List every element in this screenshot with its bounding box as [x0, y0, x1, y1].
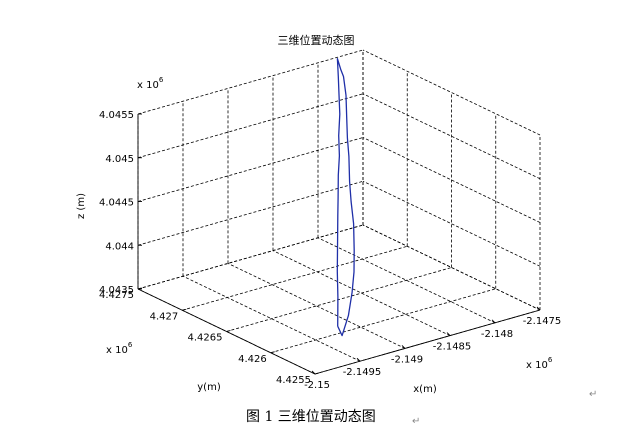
side-wall-gridline-z [362, 180, 541, 267]
trajectory-line [336, 57, 355, 337]
axes-box [137, 113, 541, 375]
z-tick-label: 4.0435 [99, 285, 134, 296]
x-tick-label: -2.1475 [523, 316, 562, 327]
x-tick-mark [491, 319, 496, 324]
x-axis-label: x(m) [413, 384, 437, 395]
floor-gridline-x [317, 237, 496, 324]
series-layer [336, 57, 355, 337]
caption-paragraph-mark: ↵ [412, 416, 420, 427]
line-paragraph-mark: ↵ [589, 389, 597, 400]
y-tick-mark [226, 330, 231, 332]
x-tick-mark [311, 370, 316, 375]
y-tick-label: 4.4265 [188, 333, 223, 344]
y-tick-label: 4.426 [238, 354, 267, 365]
side-wall-gridline-z [362, 137, 541, 223]
floor-gridline-y [182, 245, 408, 311]
floor-gridline-x [272, 250, 451, 336]
floor-gridline-x [227, 263, 406, 349]
x-tick-mark [356, 357, 361, 362]
back-wall-gridline-z [137, 224, 364, 290]
back-wall-gridline-z [137, 49, 364, 115]
back-wall-gridline-z [137, 180, 364, 246]
floor-gridline-x [182, 275, 361, 362]
z-axis-label: z (m) [76, 193, 87, 219]
tick-labels: -2.15 -2.1495 -2.149 -2.1485 -2.148 -2.1475 4.… [99, 110, 561, 391]
y-tick-label: 4.4275 [99, 290, 134, 301]
z-axis-exponent: x 106 [137, 76, 164, 91]
x-axis-line [314, 309, 541, 375]
z-tick-label: 4.0445 [99, 198, 134, 209]
side-wall-gridline-z [362, 224, 541, 311]
y-tick-label: 4.4255 [276, 375, 311, 386]
floor-gridline-y [270, 288, 496, 354]
back-wall-gridline-z [137, 137, 364, 202]
x-tick-label: -2.1495 [343, 367, 382, 378]
x-tick-label: -2.148 [481, 329, 513, 340]
y-axis-label: y(m) [197, 382, 221, 393]
x-tick-mark [536, 306, 541, 311]
y-axis-exponent: x 106 [106, 341, 133, 356]
z-tick-label: 4.044 [105, 241, 134, 252]
z-tick-label: 4.0455 [99, 110, 134, 121]
side-wall-gridline-z [362, 49, 541, 136]
y-tick-mark [314, 372, 320, 375]
side-wall-gridline-z [362, 93, 541, 180]
z-tick-label: 4.045 [105, 154, 134, 165]
figure-caption: 图 1 三维位置动态图 [246, 409, 376, 425]
x-tick-label: -2.149 [391, 354, 423, 365]
chart-title: 三维位置动态图 [278, 33, 355, 47]
y-tick-mark [270, 351, 275, 354]
y-tick-label: 4.427 [150, 311, 179, 322]
x-tick-mark [401, 345, 406, 349]
x-tick-label: -2.15 [304, 380, 330, 391]
x-tick-mark [446, 332, 451, 336]
y-tick-mark [182, 308, 187, 311]
x-tick-label: -2.1485 [433, 342, 472, 353]
back-wall-gridline-z [137, 93, 364, 159]
floor-gridline-y [226, 267, 452, 332]
x-axis-exponent: x 106 [526, 356, 553, 371]
